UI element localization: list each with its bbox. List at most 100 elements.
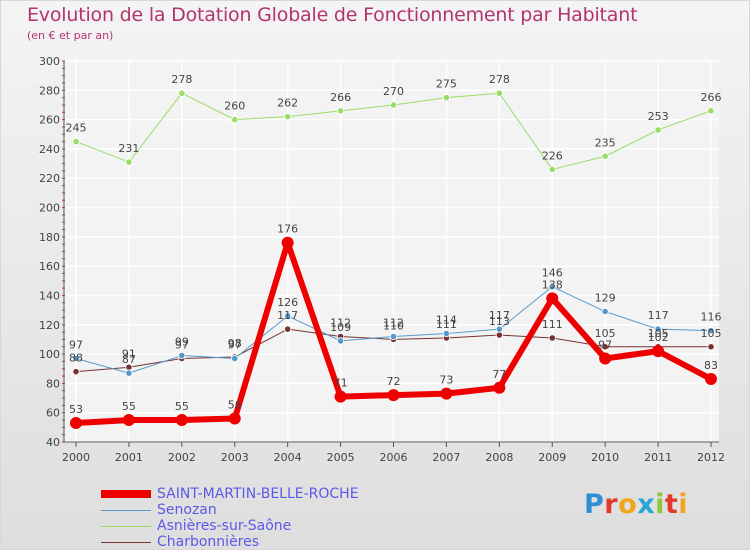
data-label: 114 — [436, 314, 457, 327]
chart-title: Evolution de la Dotation Globale de Fonc… — [27, 4, 638, 26]
data-label: 231 — [118, 142, 139, 155]
data-point — [175, 414, 188, 427]
data-point — [495, 89, 503, 97]
y-tick-label: 260 — [39, 114, 60, 127]
data-point — [178, 89, 186, 97]
x-tick-label: 2006 — [380, 451, 408, 464]
data-point — [284, 312, 292, 320]
data-point — [601, 343, 609, 351]
x-tick-label: 2003 — [221, 451, 249, 464]
x-tick-label: 2000 — [62, 451, 90, 464]
data-point — [495, 331, 503, 339]
data-point — [440, 387, 453, 400]
y-tick-label: 160 — [39, 260, 60, 273]
legend-label: Charbonnières — [157, 534, 260, 550]
data-label: 105 — [648, 327, 669, 340]
data-point — [72, 354, 80, 363]
data-label: 55 — [175, 400, 189, 413]
data-point — [548, 165, 556, 174]
data-label: 138 — [542, 278, 563, 291]
data-label: 275 — [436, 78, 457, 91]
data-point — [495, 325, 503, 333]
x-tick-label: 2002 — [168, 451, 196, 464]
data-label: 146 — [542, 267, 563, 280]
x-tick-label: 2001 — [115, 451, 143, 464]
data-point — [284, 113, 292, 121]
data-point — [336, 107, 345, 115]
data-label: 73 — [439, 374, 453, 387]
data-label: 97 — [175, 338, 189, 351]
data-label: 105 — [595, 327, 616, 340]
x-tick-label: 2004 — [274, 451, 302, 464]
data-point — [389, 101, 398, 109]
data-label: 112 — [330, 316, 351, 329]
legend-label: Asnières-sur-Saône — [157, 518, 292, 534]
data-point — [231, 116, 239, 124]
data-point — [178, 351, 186, 360]
data-point — [334, 390, 347, 403]
x-tick-label: 2010 — [591, 451, 619, 464]
data-label: 97 — [228, 338, 242, 351]
data-point — [707, 107, 715, 115]
data-label: 110 — [383, 319, 404, 332]
data-label: 116 — [701, 311, 722, 324]
data-label: 117 — [489, 309, 510, 322]
data-point — [654, 126, 662, 134]
logo-letter: x — [637, 489, 656, 520]
data-label: 77 — [492, 368, 506, 381]
data-point — [70, 416, 82, 429]
legend-swatch — [101, 509, 151, 511]
data-label: 245 — [66, 122, 87, 135]
data-point — [599, 352, 612, 365]
data-label: 112 — [383, 316, 404, 329]
data-label: 113 — [489, 315, 510, 328]
y-tick-label: 80 — [46, 377, 60, 390]
data-label: 97 — [598, 338, 612, 351]
y-tick-label: 200 — [39, 202, 60, 215]
data-point — [442, 94, 451, 102]
data-label: 56 — [228, 399, 242, 412]
data-label: 111 — [436, 318, 457, 331]
data-point — [281, 236, 294, 249]
data-label: 266 — [330, 91, 351, 104]
y-tick-label: 280 — [39, 84, 60, 97]
data-label: 226 — [542, 149, 563, 162]
data-label: 278 — [171, 73, 192, 86]
logo-letter: i — [655, 489, 665, 520]
data-point — [548, 283, 556, 291]
data-label: 105 — [701, 327, 722, 340]
y-tick-label: 40 — [46, 436, 60, 449]
chart-subtitle: (en € et par an) — [27, 29, 114, 42]
data-point — [493, 381, 506, 394]
data-point — [387, 389, 400, 402]
data-point — [442, 329, 451, 338]
data-point — [72, 368, 80, 376]
legend-label: SAINT-MARTIN-BELLE-ROCHE — [157, 486, 359, 502]
logo-letter: o — [618, 489, 638, 520]
legend-swatch — [101, 541, 151, 543]
x-tick-label: 2009 — [538, 451, 566, 464]
x-tick-label: 2007 — [432, 451, 460, 464]
data-point — [546, 292, 559, 305]
y-tick-label: 220 — [39, 172, 60, 185]
y-tick-label: 240 — [39, 143, 60, 156]
data-label: 53 — [69, 403, 83, 416]
x-tick-label: 2012 — [697, 451, 725, 464]
data-label: 260 — [224, 100, 245, 113]
legend-swatch — [101, 525, 151, 527]
data-point — [125, 158, 133, 166]
data-point — [389, 332, 398, 341]
data-label: 176 — [277, 223, 298, 236]
y-tick-label: 60 — [46, 407, 60, 420]
data-point — [284, 325, 292, 333]
legend-label: Senozan — [157, 502, 217, 518]
data-label: 270 — [383, 85, 404, 98]
data-label: 129 — [595, 292, 616, 305]
data-label: 71 — [334, 377, 348, 390]
data-point — [336, 337, 345, 345]
data-label: 109 — [330, 321, 351, 334]
data-point — [548, 334, 556, 342]
logo-letter: i — [678, 489, 689, 520]
